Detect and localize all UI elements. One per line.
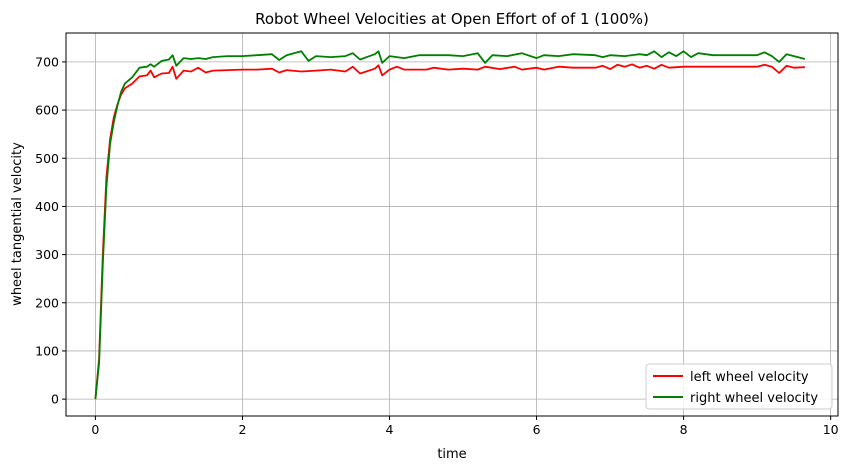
x-tick-label: 2 xyxy=(238,422,246,437)
y-tick-label: 200 xyxy=(35,295,59,310)
x-tick-label: 8 xyxy=(680,422,688,437)
y-tick-label: 500 xyxy=(35,151,59,166)
y-tick-label: 400 xyxy=(35,199,59,214)
y-tick-label: 600 xyxy=(35,103,59,118)
x-tick-label: 4 xyxy=(386,422,394,437)
y-tick-label: 300 xyxy=(35,247,59,262)
y-tick-label: 100 xyxy=(35,343,59,358)
series-lines xyxy=(94,50,806,400)
legend-box xyxy=(645,363,833,410)
legend-label-left-wheel: left wheel velocity xyxy=(690,370,809,385)
y-tick-label: 0 xyxy=(51,392,59,407)
y-tick-label: 700 xyxy=(35,54,59,69)
legend-label-right-wheel: right wheel velocity xyxy=(690,391,818,406)
x-axis-ticks: 0 2 4 6 8 10 xyxy=(91,416,839,437)
legend: left wheel velocity right wheel velocity xyxy=(645,363,833,410)
x-tick-label: 10 xyxy=(823,422,839,437)
x-tick-label: 6 xyxy=(533,422,541,437)
series-line-1 xyxy=(94,50,806,400)
x-tick-label: 0 xyxy=(91,422,99,437)
x-axis-label: time xyxy=(437,447,466,462)
chart-title: Robot Wheel Velocities at Open Effort of… xyxy=(255,10,649,28)
y-axis-label: wheel tangential velocity xyxy=(10,142,25,306)
y-axis-ticks: 0 100 200 300 400 500 600 700 xyxy=(35,54,66,407)
grid-lines xyxy=(66,33,838,416)
plot-frame xyxy=(65,32,839,417)
series-line-0 xyxy=(94,63,805,400)
